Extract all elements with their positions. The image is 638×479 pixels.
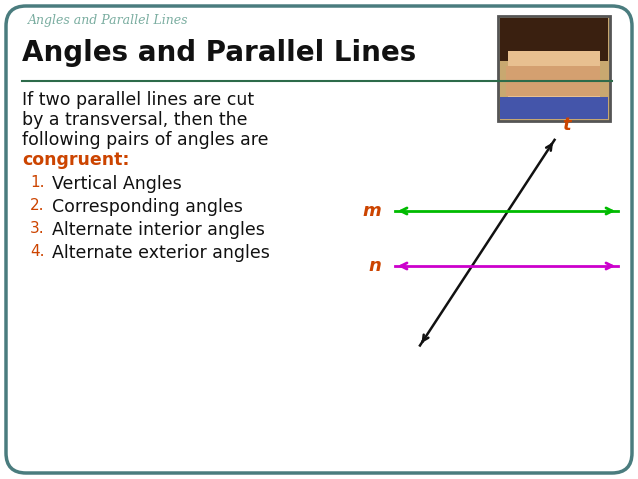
FancyBboxPatch shape: [500, 97, 608, 119]
Text: If two parallel lines are cut: If two parallel lines are cut: [22, 91, 254, 109]
FancyBboxPatch shape: [6, 6, 632, 473]
Text: by a transversal, then the: by a transversal, then the: [22, 111, 248, 129]
Text: Corresponding angles: Corresponding angles: [52, 198, 243, 216]
Text: m: m: [362, 202, 381, 220]
Text: Angles and Parallel Lines: Angles and Parallel Lines: [28, 14, 188, 27]
Text: following pairs of angles are: following pairs of angles are: [22, 131, 269, 149]
Text: 2.: 2.: [30, 198, 45, 213]
Text: Vertical Angles: Vertical Angles: [52, 175, 182, 193]
FancyBboxPatch shape: [500, 18, 608, 61]
Text: t: t: [563, 116, 571, 134]
FancyBboxPatch shape: [498, 16, 610, 121]
Text: 1.: 1.: [30, 175, 45, 190]
Text: 4.: 4.: [30, 244, 45, 259]
Text: Alternate interior angles: Alternate interior angles: [52, 221, 265, 239]
Text: 3.: 3.: [30, 221, 45, 236]
FancyBboxPatch shape: [508, 51, 600, 101]
Text: n: n: [368, 257, 381, 275]
Text: congruent:: congruent:: [22, 151, 130, 169]
Text: Alternate exterior angles: Alternate exterior angles: [52, 244, 270, 262]
FancyBboxPatch shape: [506, 66, 600, 96]
Text: Angles and Parallel Lines: Angles and Parallel Lines: [22, 39, 416, 67]
